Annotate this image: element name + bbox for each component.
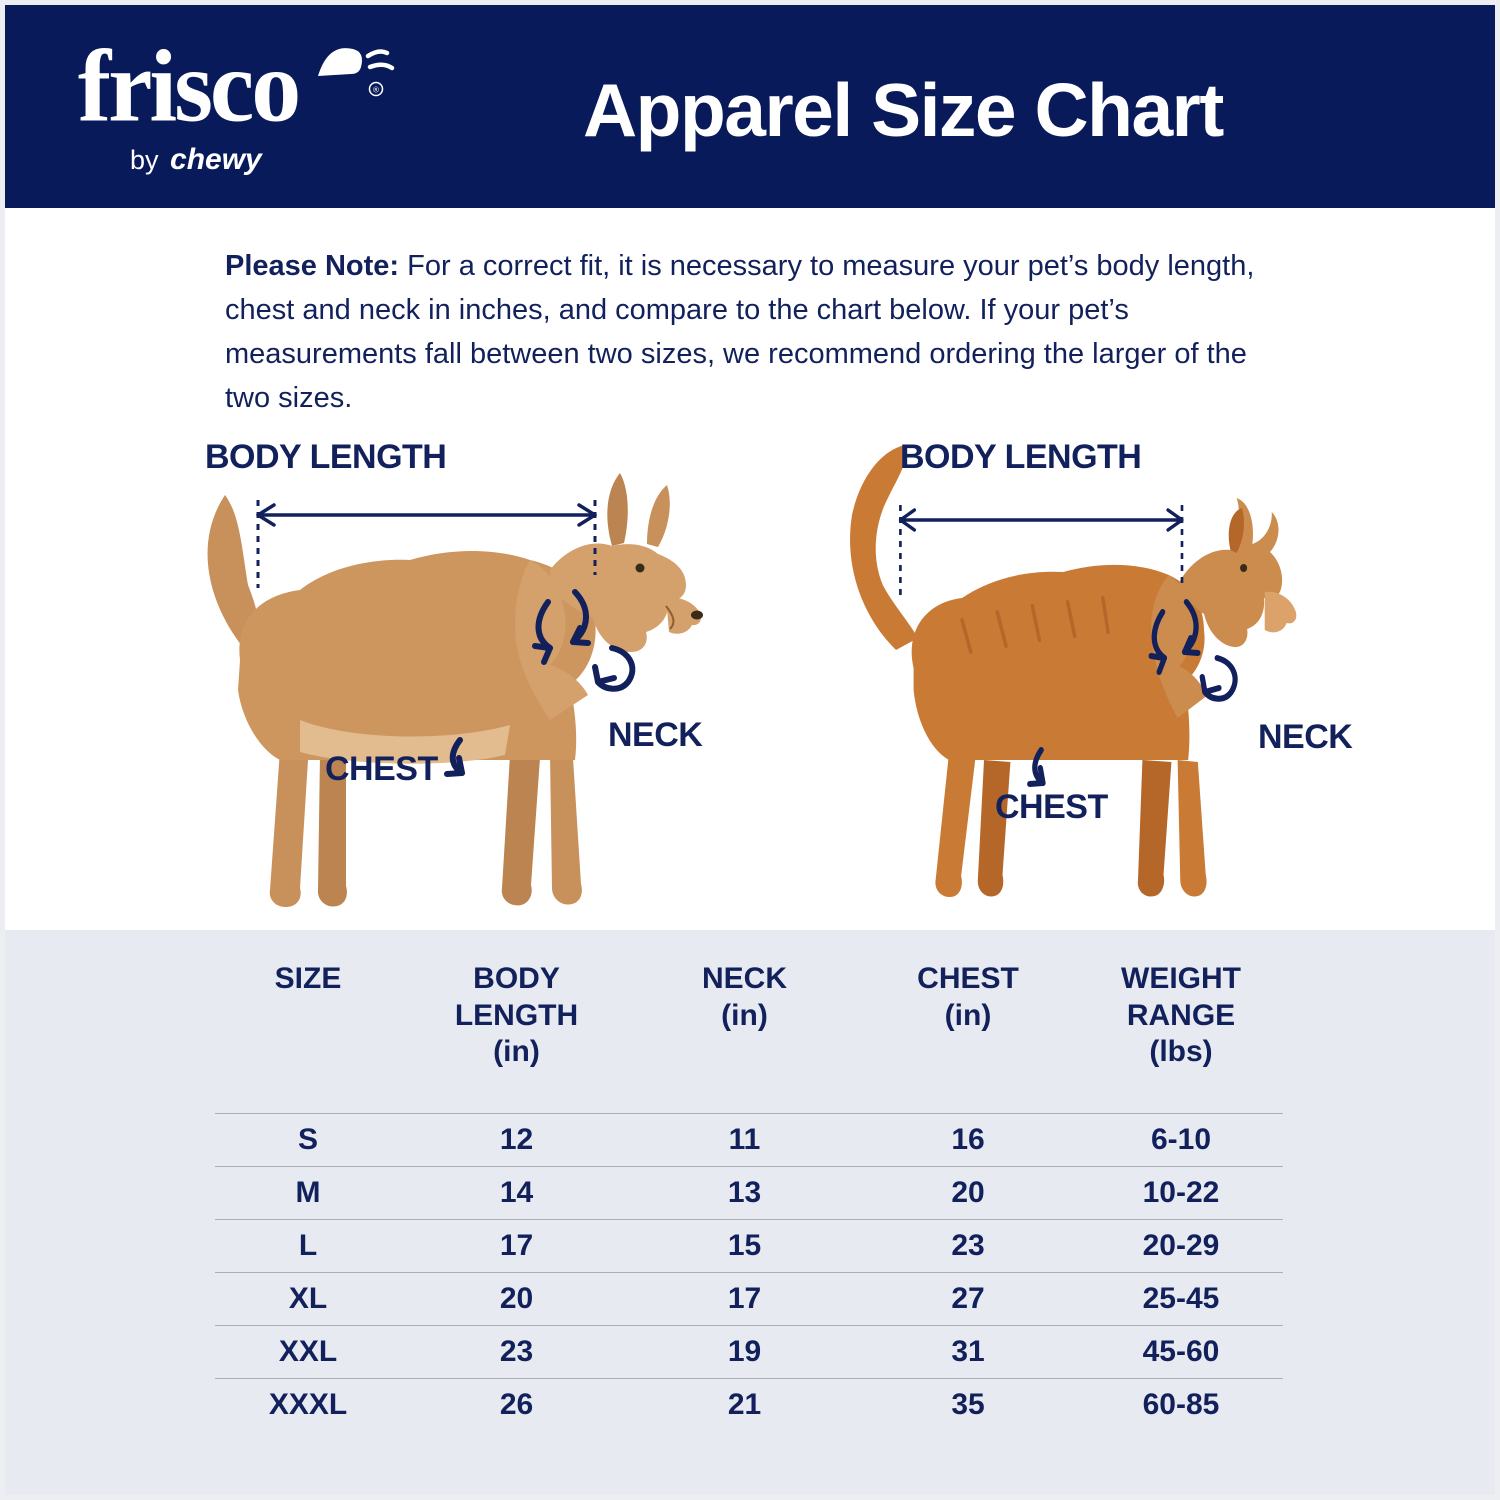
svg-text:®: ® bbox=[373, 86, 379, 95]
